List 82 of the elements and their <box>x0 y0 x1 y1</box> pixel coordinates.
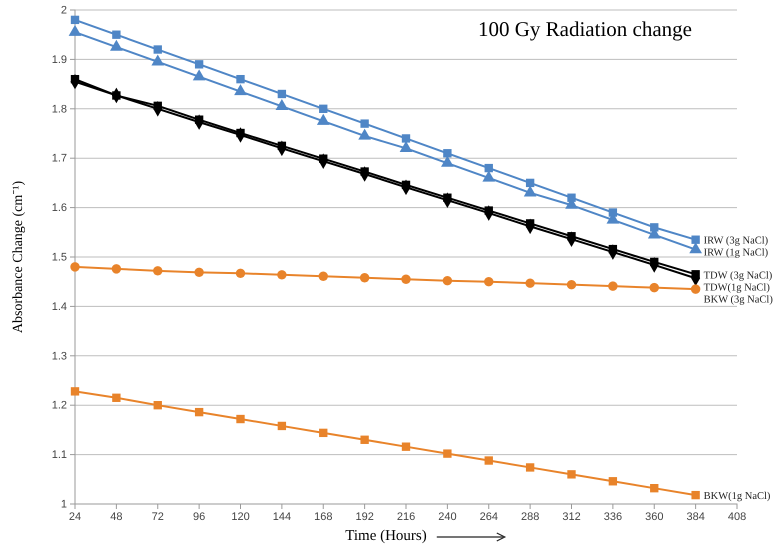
point <box>608 281 618 291</box>
point <box>608 477 618 486</box>
point <box>402 134 410 143</box>
y-tick-label: 1.1 <box>52 449 67 462</box>
point <box>278 422 286 430</box>
y-axis-title: Absorbance Change (cm⁻¹) <box>11 180 26 334</box>
point <box>278 90 286 98</box>
point <box>443 449 452 458</box>
point <box>650 282 659 292</box>
x-tick-label: 312 <box>562 510 581 523</box>
series-label: IRW (3g NaCl) <box>704 236 769 247</box>
y-tick-label: 1.7 <box>52 152 67 165</box>
x-tick-label: 96 <box>193 510 206 523</box>
point <box>153 266 162 276</box>
point <box>154 45 162 54</box>
chart-title: 100 Gy Radiation change <box>478 17 692 41</box>
point <box>318 272 328 281</box>
point <box>194 60 204 69</box>
x-tick-label: 384 <box>686 510 705 523</box>
point <box>112 394 121 402</box>
series-label: TDW(1g NaCl) <box>704 282 770 294</box>
point <box>112 30 121 39</box>
x-tick-label: 264 <box>480 510 498 523</box>
point <box>484 164 493 172</box>
series-label: IRW (1g NaCl) <box>704 248 769 259</box>
point <box>401 274 411 284</box>
point <box>70 387 80 396</box>
point <box>442 276 452 286</box>
x-tick-label: 192 <box>355 510 374 523</box>
y-tick-label: 1.6 <box>52 202 67 214</box>
point <box>525 278 535 288</box>
x-tick-label: 120 <box>231 510 250 523</box>
point <box>360 436 369 444</box>
x-tick-label: 48 <box>110 510 122 523</box>
point <box>650 484 658 492</box>
point <box>236 74 245 84</box>
point <box>690 284 700 294</box>
point <box>319 104 328 113</box>
point <box>236 268 246 278</box>
point <box>154 401 162 410</box>
x-tick-label: 360 <box>645 510 664 523</box>
x-tick-label: 144 <box>272 510 292 523</box>
point <box>526 178 534 188</box>
x-tick-label: 336 <box>604 510 622 523</box>
y-tick-label: 1.8 <box>52 103 67 116</box>
x-tick-label: 288 <box>520 510 540 523</box>
point <box>194 408 204 416</box>
point <box>484 456 493 465</box>
point <box>484 276 494 286</box>
y-tick-label: 2 <box>60 4 67 17</box>
series-label: TDW (3g NaCl) <box>704 270 773 282</box>
x-tick-label: 72 <box>152 510 164 523</box>
point <box>566 280 576 290</box>
point <box>360 119 369 128</box>
point <box>277 270 287 280</box>
point <box>691 490 700 500</box>
x-tick-label: 24 <box>68 510 82 523</box>
point <box>443 149 452 158</box>
point <box>236 414 245 424</box>
x-tick-label: 408 <box>728 510 746 523</box>
point <box>70 262 80 272</box>
series-label: BKW(1g NaCl) <box>704 491 771 502</box>
x-tick-label: 168 <box>314 510 332 523</box>
y-tick-label: 1 <box>60 498 67 511</box>
y-tick-label: 1.4 <box>52 300 67 313</box>
point <box>319 428 328 438</box>
y-tick-label: 1.9 <box>52 54 67 66</box>
point <box>70 16 80 24</box>
x-axis-title: Time (Hours) <box>345 528 427 544</box>
series-label: BKW (3g NaCl) <box>704 294 774 306</box>
y-tick-label: 1.3 <box>52 350 67 362</box>
point <box>194 268 204 278</box>
point <box>402 442 410 451</box>
y-tick-label: 1.5 <box>52 252 67 264</box>
point <box>112 264 122 274</box>
point <box>526 463 534 472</box>
x-tick-label: 240 <box>438 510 457 523</box>
point <box>691 236 700 244</box>
y-tick-label: 1.2 <box>52 400 67 412</box>
point <box>567 470 576 479</box>
point <box>360 273 370 282</box>
x-tick-label: 216 <box>396 510 416 523</box>
